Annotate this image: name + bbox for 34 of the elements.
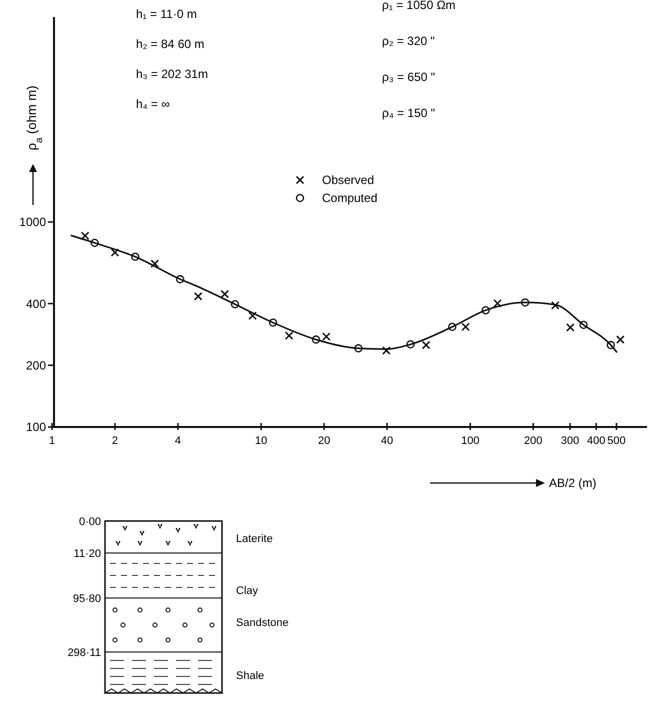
legend-label: Observed (322, 173, 374, 188)
text: 0·00 (78, 516, 101, 528)
y-tick-label: 1000 (19, 215, 46, 230)
text: 95·80 (72, 592, 101, 605)
text: Laterite (236, 532, 273, 545)
annotation: h₁ = 11·0 m (136, 7, 197, 22)
x-tick-label: 500 (607, 435, 626, 447)
annotation: h₂ = 84 60 m (136, 37, 204, 52)
x-tick-label: 4 (174, 435, 181, 447)
x-tick-label: 40 (380, 435, 394, 447)
text: 11·20 (74, 548, 101, 560)
annotation: ρ₃ = 650 " (382, 70, 436, 84)
text: ρ₁ = 1050 Ωm (382, 0, 456, 12)
legend-label: Computed (322, 191, 378, 206)
x-tick-label: 20 (318, 435, 330, 447)
y-tick-label: 200 (26, 358, 46, 372)
annotation: h₄ = ∞ (136, 97, 170, 112)
text: Clay (236, 584, 259, 597)
text: Shale (236, 670, 264, 682)
x-tick-label: 100 (461, 435, 480, 447)
x-tick-label: 300 (560, 435, 580, 447)
annotation: h₃ = 202 31m (136, 67, 208, 82)
x-tick-label: 200 (524, 435, 542, 447)
annotation: ρ₂ = 320 " (382, 34, 435, 48)
text: Sandstone (236, 616, 289, 629)
x-tick-label: 1 (48, 435, 56, 447)
y-tick-label: 400 (26, 296, 46, 311)
annotation: ρ₄ = 150 " (382, 106, 436, 120)
x-tick-label: 400 (586, 435, 606, 447)
y-tick-label: 100 (26, 420, 46, 434)
x-tick-label: 10 (255, 435, 268, 447)
text: 298·11 (68, 646, 101, 659)
x-axis-title: AB/2 (m) (549, 476, 596, 490)
x-tick-label: 2 (112, 435, 118, 447)
